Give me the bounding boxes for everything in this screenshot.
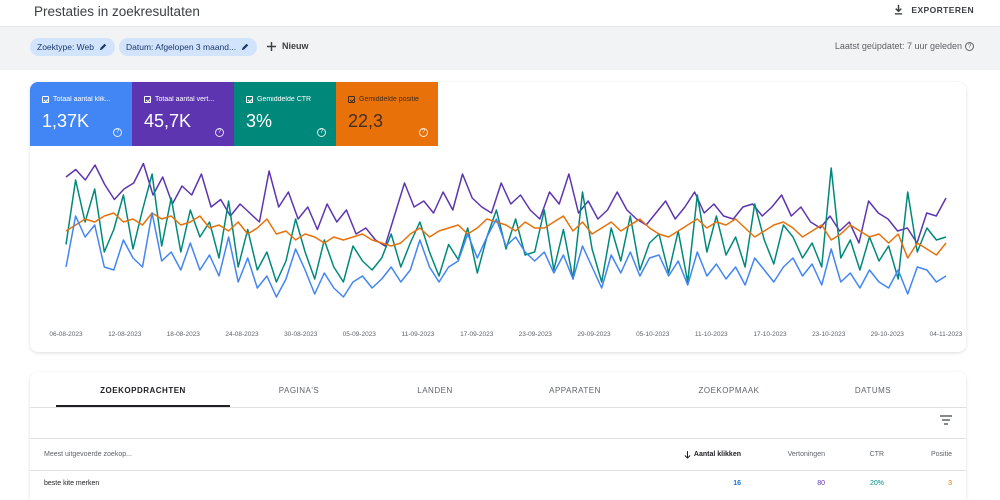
column-header-position[interactable]: Positie (930, 451, 952, 458)
new-filter-button[interactable]: Nieuw (267, 41, 309, 51)
date-label: Datum: Afgelopen 3 maand... (126, 42, 237, 52)
tab-bar: ZOEKOPDRACHTEN PAGINA'S LANDEN APPARATEN… (30, 372, 966, 408)
top-bar: Prestaties in zoekresultaten EXPORTEREN (0, 0, 1000, 26)
impressions-line (65, 162, 947, 247)
x-tick-label: 17-09-2023 (460, 331, 494, 338)
metric-average-ctr[interactable]: Gemiddelde CTR 3% ? (234, 82, 336, 146)
export-button[interactable]: EXPORTEREN (893, 4, 974, 15)
tab-devices[interactable]: APPARATEN (549, 385, 601, 395)
tab-countries[interactable]: LANDEN (417, 385, 453, 395)
x-tick-label: 06-08-2023 (49, 331, 83, 338)
filter-icon[interactable] (940, 415, 952, 425)
help-icon[interactable]: ? (317, 128, 326, 137)
metric-total-impressions[interactable]: Totaal aantal vert... 45,7K ? (132, 82, 234, 146)
x-tick-label: 18-08-2023 (167, 331, 201, 338)
metric-value: 1,37K (42, 111, 90, 131)
metric-value: 45,7K (144, 111, 192, 131)
x-tick-label: 17-10-2023 (753, 331, 787, 338)
date-chip[interactable]: Datum: Afgelopen 3 maand... (119, 38, 258, 56)
checkbox-icon[interactable] (348, 96, 355, 103)
cell-query: beste kite merken (44, 479, 100, 487)
x-tick-label: 05-10-2023 (636, 331, 670, 338)
table-row[interactable]: beste kite merken 16 80 20% 3 (30, 471, 966, 495)
tab-pages[interactable]: PAGINA'S (278, 385, 320, 395)
column-header-clicks-label: Aantal klikken (693, 451, 741, 458)
performance-card: Totaal aantal klik... 1,37K ? Totaal aan… (30, 82, 966, 352)
cell-impressions: 80 (817, 479, 825, 487)
cell-position: 3 (948, 479, 952, 487)
checkbox-icon[interactable] (42, 96, 49, 103)
help-icon[interactable]: ? (215, 128, 224, 137)
column-header-clicks[interactable]: Aantal klikken (684, 439, 741, 470)
cell-ctr: 20% (869, 479, 884, 487)
clicks-line (65, 212, 947, 298)
last-updated-text: Laatst geüpdatet: 7 uur geleden (834, 41, 962, 51)
metric-value: 3% (246, 111, 273, 131)
search-type-label: Zoektype: Web (37, 42, 95, 52)
table-header: Meest uitgevoerde zoekop... Aantal klikk… (30, 438, 966, 471)
metric-label: Gemiddelde CTR (257, 96, 312, 103)
column-header-impressions[interactable]: Vertoningen (787, 451, 825, 458)
download-icon (895, 4, 903, 15)
sort-down-icon (684, 450, 691, 459)
metric-average-position[interactable]: Gemiddelde positie 22,3 ? (336, 82, 438, 146)
export-label: EXPORTEREN (911, 4, 974, 15)
metric-label: Totaal aantal vert... (155, 96, 215, 103)
help-icon[interactable]: ? (113, 128, 122, 137)
plus-icon (267, 41, 276, 51)
x-tick-label: 29-10-2023 (871, 331, 905, 338)
metric-label: Totaal aantal klik... (53, 96, 111, 103)
help-icon[interactable]: ? (965, 41, 974, 51)
metric-value: 22,3 (348, 111, 384, 131)
checkbox-icon[interactable] (144, 96, 151, 103)
x-tick-label: 05-09-2023 (343, 331, 377, 338)
metric-label: Gemiddelde positie (359, 96, 419, 103)
tab-queries[interactable]: ZOEKOPDRACHTEN (100, 385, 186, 395)
position-line (65, 212, 947, 259)
cell-clicks: 16 (733, 479, 741, 487)
edit-icon (99, 43, 107, 51)
x-tick-label: 23-09-2023 (519, 331, 553, 338)
checkbox-icon[interactable] (246, 96, 253, 103)
x-tick-label: 23-10-2023 (812, 331, 846, 338)
page-title: Prestaties in zoekresultaten (34, 4, 200, 19)
x-tick-label: 11-09-2023 (402, 331, 435, 338)
x-tick-label: 04-11-2023 (930, 331, 963, 338)
help-icon[interactable]: ? (419, 128, 428, 137)
search-type-chip[interactable]: Zoektype: Web (30, 38, 116, 56)
column-header-ctr[interactable]: CTR (869, 451, 884, 458)
new-filter-label: Nieuw (282, 41, 309, 51)
tab-search-appearance[interactable]: ZOEKOPMAAK (698, 385, 760, 395)
edit-icon (241, 43, 249, 51)
x-tick-label: 30-08-2023 (284, 331, 318, 338)
filter-bar: Zoektype: Web Datum: Afgelopen 3 maand..… (0, 26, 1000, 70)
active-tab-indicator (56, 405, 230, 407)
tab-dates[interactable]: DATUMS (854, 385, 892, 395)
last-updated: Laatst geüpdatet: 7 uur geleden ? (835, 41, 974, 51)
x-tick-label: 24-08-2023 (225, 331, 259, 338)
x-tick-label: 12-08-2023 (108, 331, 142, 338)
x-tick-label: 11-10-2023 (695, 331, 728, 338)
column-header-query[interactable]: Meest uitgevoerde zoekop... (44, 451, 132, 458)
metric-total-clicks[interactable]: Totaal aantal klik... 1,37K ? (30, 82, 132, 146)
results-table-card: ZOEKOPDRACHTEN PAGINA'S LANDEN APPARATEN… (30, 372, 966, 500)
x-tick-label: 29-09-2023 (577, 331, 611, 338)
performance-line-chart[interactable]: 06-08-2023 12-08-2023 18-08-2023 24-08-2023… (30, 146, 966, 352)
ctr-line (65, 167, 947, 283)
